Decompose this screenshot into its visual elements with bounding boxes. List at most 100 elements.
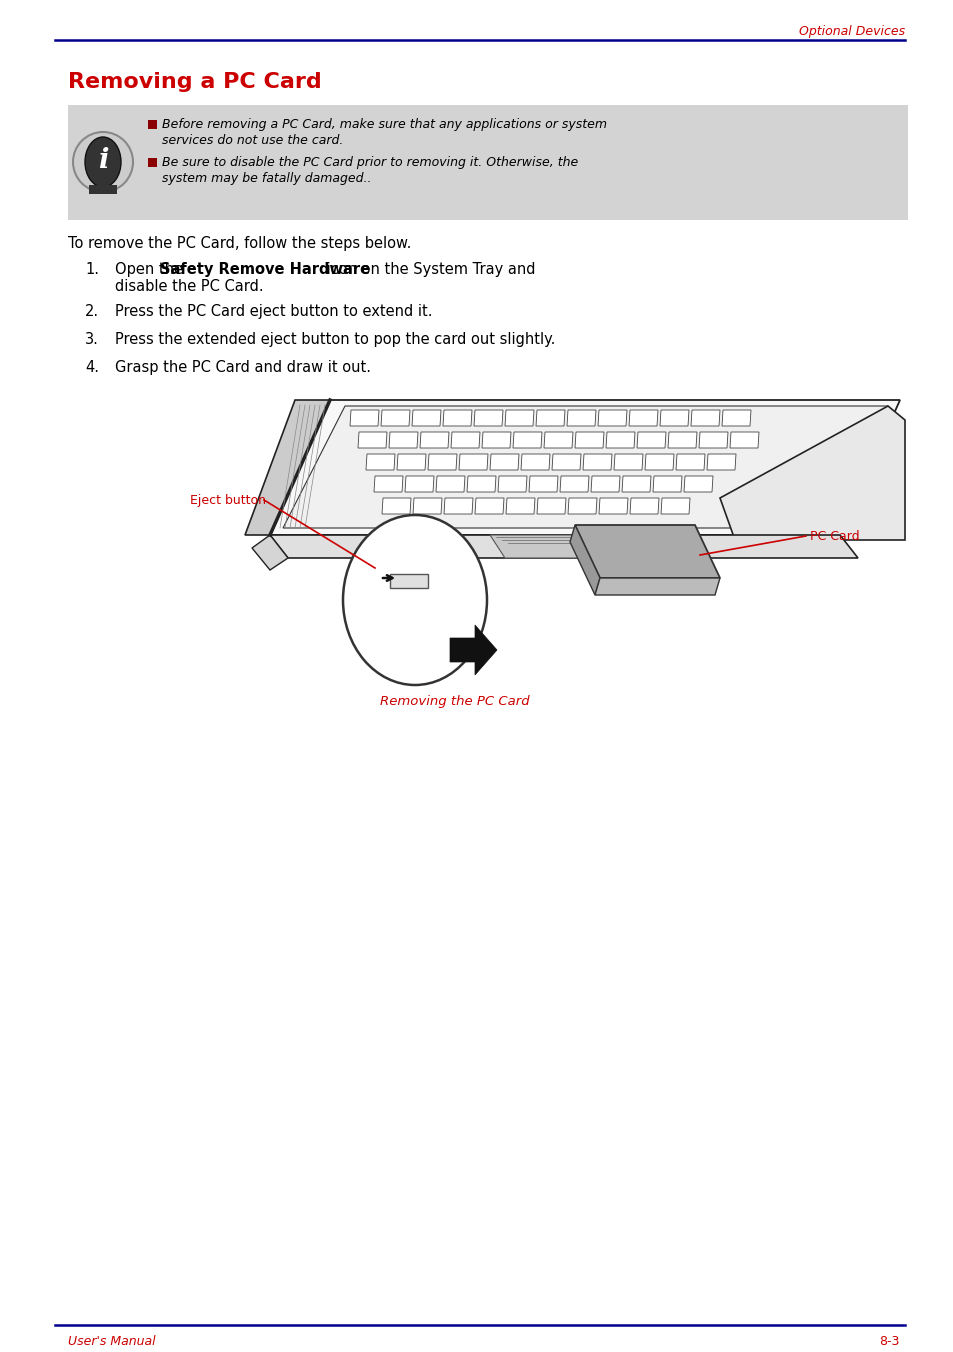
Polygon shape: [559, 476, 588, 492]
Polygon shape: [721, 410, 750, 426]
Polygon shape: [475, 498, 503, 514]
Text: i: i: [97, 146, 108, 173]
Polygon shape: [706, 454, 735, 470]
Polygon shape: [529, 476, 558, 492]
Circle shape: [73, 132, 132, 192]
Text: system may be fatally damaged..: system may be fatally damaged..: [162, 172, 371, 185]
Polygon shape: [667, 433, 697, 448]
Polygon shape: [442, 410, 472, 426]
Polygon shape: [396, 454, 426, 470]
Text: 3.: 3.: [85, 333, 99, 347]
Text: PC Card: PC Card: [809, 530, 859, 544]
Polygon shape: [283, 406, 887, 529]
Polygon shape: [595, 579, 720, 595]
Polygon shape: [567, 498, 597, 514]
Polygon shape: [458, 454, 488, 470]
Polygon shape: [536, 410, 564, 426]
Polygon shape: [729, 433, 759, 448]
Polygon shape: [467, 476, 496, 492]
Polygon shape: [481, 433, 511, 448]
Text: Press the PC Card eject button to extend it.: Press the PC Card eject button to extend…: [115, 304, 432, 319]
Text: 2.: 2.: [85, 304, 99, 319]
Polygon shape: [628, 410, 658, 426]
Polygon shape: [575, 433, 603, 448]
Polygon shape: [552, 454, 580, 470]
Polygon shape: [652, 476, 681, 492]
Polygon shape: [629, 498, 659, 514]
Polygon shape: [443, 498, 473, 514]
Text: 4.: 4.: [85, 360, 99, 375]
Text: Eject button: Eject button: [190, 493, 266, 507]
Polygon shape: [676, 454, 704, 470]
Polygon shape: [270, 535, 857, 558]
Bar: [68, 105, 907, 220]
Polygon shape: [380, 410, 410, 426]
Polygon shape: [419, 433, 449, 448]
Polygon shape: [690, 410, 720, 426]
Polygon shape: [660, 498, 689, 514]
Text: To remove the PC Card, follow the steps below.: To remove the PC Card, follow the steps …: [68, 237, 411, 251]
Text: Press the extended eject button to pop the card out slightly.: Press the extended eject button to pop t…: [115, 333, 555, 347]
Polygon shape: [614, 454, 642, 470]
Text: Be sure to disable the PC Card prior to removing it. Otherwise, the: Be sure to disable the PC Card prior to …: [162, 155, 578, 169]
Polygon shape: [405, 476, 434, 492]
Polygon shape: [252, 535, 288, 571]
Polygon shape: [590, 476, 619, 492]
Text: Grasp the PC Card and draw it out.: Grasp the PC Card and draw it out.: [115, 360, 371, 375]
Polygon shape: [637, 433, 665, 448]
Text: Removing the PC Card: Removing the PC Card: [379, 695, 529, 708]
Polygon shape: [436, 476, 464, 492]
Polygon shape: [605, 433, 635, 448]
Polygon shape: [720, 406, 904, 539]
Text: Optional Devices: Optional Devices: [798, 24, 904, 38]
Polygon shape: [350, 410, 378, 426]
Polygon shape: [245, 400, 330, 535]
Polygon shape: [450, 625, 497, 675]
Polygon shape: [389, 433, 417, 448]
Polygon shape: [569, 525, 599, 595]
Polygon shape: [575, 525, 720, 579]
Bar: [148, 158, 157, 168]
Polygon shape: [513, 433, 541, 448]
Polygon shape: [381, 498, 411, 514]
Polygon shape: [621, 476, 650, 492]
Text: 8-3: 8-3: [879, 1334, 899, 1348]
Polygon shape: [357, 433, 387, 448]
Text: User's Manual: User's Manual: [68, 1334, 155, 1348]
Text: Safety Remove Hardware: Safety Remove Hardware: [160, 262, 370, 277]
Polygon shape: [428, 454, 456, 470]
Text: disable the PC Card.: disable the PC Card.: [115, 279, 263, 293]
Polygon shape: [374, 476, 402, 492]
Polygon shape: [504, 410, 534, 426]
Polygon shape: [413, 498, 441, 514]
Polygon shape: [451, 433, 479, 448]
Polygon shape: [270, 400, 899, 535]
Text: Removing a PC Card: Removing a PC Card: [68, 72, 321, 92]
Polygon shape: [582, 454, 612, 470]
Text: services do not use the card.: services do not use the card.: [162, 134, 343, 147]
Polygon shape: [490, 454, 518, 470]
Text: 1.: 1.: [85, 262, 99, 277]
Ellipse shape: [343, 515, 486, 685]
Polygon shape: [644, 454, 673, 470]
Polygon shape: [497, 476, 526, 492]
Polygon shape: [543, 433, 573, 448]
Polygon shape: [683, 476, 712, 492]
Polygon shape: [699, 433, 727, 448]
Polygon shape: [598, 410, 626, 426]
Text: Before removing a PC Card, make sure that any applications or system: Before removing a PC Card, make sure tha…: [162, 118, 606, 131]
Polygon shape: [598, 498, 627, 514]
Polygon shape: [520, 454, 550, 470]
Text: icon on the System Tray and: icon on the System Tray and: [322, 262, 535, 277]
Text: Open the: Open the: [115, 262, 188, 277]
Polygon shape: [537, 498, 565, 514]
Polygon shape: [474, 410, 502, 426]
Bar: [148, 120, 157, 128]
Bar: [390, 575, 428, 588]
Bar: [89, 185, 117, 193]
Polygon shape: [366, 454, 395, 470]
Ellipse shape: [85, 137, 121, 187]
Polygon shape: [505, 498, 535, 514]
Polygon shape: [566, 410, 596, 426]
Polygon shape: [490, 535, 684, 558]
